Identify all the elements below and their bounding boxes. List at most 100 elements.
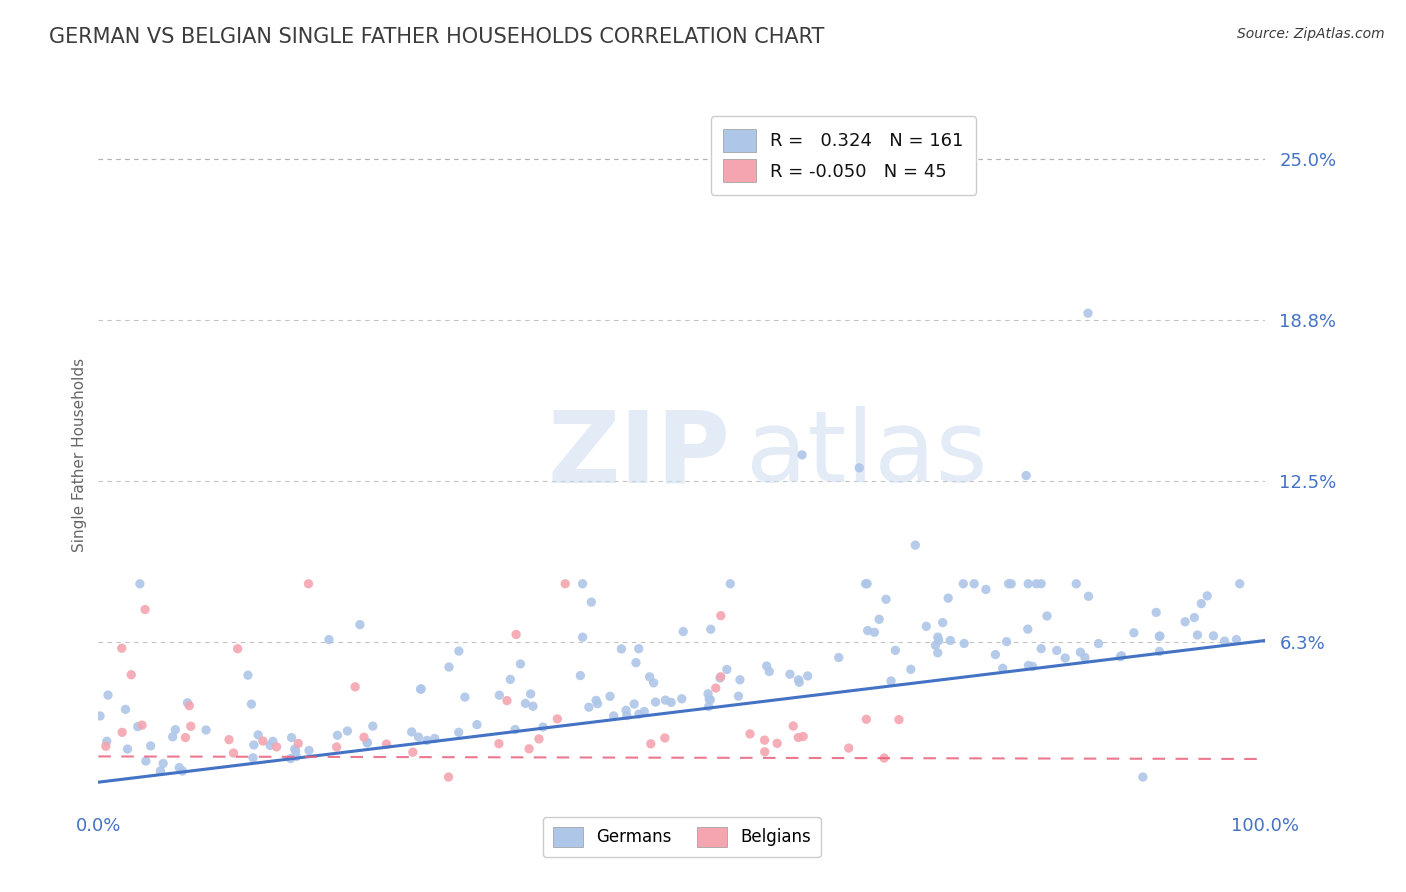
Legend: Germans, Belgians: Germans, Belgians xyxy=(543,817,821,857)
Point xyxy=(1174,615,1197,629)
Point xyxy=(1031,641,1053,656)
Point xyxy=(89,709,111,723)
Point xyxy=(718,576,741,591)
Point xyxy=(195,723,218,737)
Point xyxy=(716,663,738,677)
Point xyxy=(766,736,789,750)
Point xyxy=(963,576,986,591)
Text: ZIP: ZIP xyxy=(548,407,731,503)
Point xyxy=(1054,651,1077,665)
Point xyxy=(928,633,950,648)
Point xyxy=(697,699,720,714)
Point xyxy=(409,682,432,697)
Point xyxy=(527,731,550,746)
Point xyxy=(704,681,727,695)
Point xyxy=(226,641,249,656)
Point xyxy=(627,707,650,722)
Point xyxy=(97,688,120,702)
Point xyxy=(952,576,974,591)
Point xyxy=(644,695,666,709)
Point xyxy=(222,746,245,760)
Point xyxy=(995,634,1018,648)
Point xyxy=(1182,610,1205,624)
Point xyxy=(1025,576,1047,591)
Point xyxy=(1077,306,1099,320)
Point xyxy=(1189,597,1212,611)
Point xyxy=(884,643,907,657)
Point xyxy=(1149,644,1171,658)
Point xyxy=(581,595,603,609)
Point xyxy=(1036,609,1059,624)
Point xyxy=(1144,606,1167,620)
Point xyxy=(1000,576,1022,591)
Point xyxy=(465,717,488,731)
Point xyxy=(356,736,378,750)
Point xyxy=(252,734,274,748)
Point xyxy=(624,656,647,670)
Point xyxy=(578,700,600,714)
Point xyxy=(936,591,959,606)
Point xyxy=(1213,634,1236,648)
Point xyxy=(1046,643,1069,657)
Point xyxy=(165,723,187,737)
Point xyxy=(697,687,720,701)
Point xyxy=(880,673,903,688)
Point xyxy=(176,696,198,710)
Point xyxy=(856,576,879,591)
Point xyxy=(728,673,751,687)
Point xyxy=(259,739,281,753)
Point xyxy=(638,670,661,684)
Point xyxy=(515,697,537,711)
Point xyxy=(488,737,510,751)
Point xyxy=(915,619,938,633)
Point xyxy=(787,675,810,690)
Point xyxy=(710,670,733,684)
Point xyxy=(863,625,886,640)
Point xyxy=(522,699,544,714)
Point xyxy=(1015,468,1038,483)
Point xyxy=(96,734,118,748)
Point xyxy=(887,713,910,727)
Point xyxy=(1122,625,1144,640)
Point xyxy=(991,661,1014,675)
Point xyxy=(1111,648,1133,663)
Point xyxy=(127,720,149,734)
Point xyxy=(411,681,433,696)
Point xyxy=(1087,637,1109,651)
Point xyxy=(128,576,150,591)
Point xyxy=(672,624,695,639)
Point xyxy=(627,641,650,656)
Point xyxy=(709,671,731,685)
Point xyxy=(423,731,446,746)
Point xyxy=(519,687,541,701)
Point xyxy=(284,744,307,758)
Point xyxy=(488,688,510,702)
Point xyxy=(623,697,645,711)
Point xyxy=(546,712,568,726)
Point xyxy=(167,761,190,775)
Point xyxy=(285,749,308,764)
Point xyxy=(974,582,997,597)
Point xyxy=(280,751,302,765)
Point xyxy=(447,725,470,739)
Point xyxy=(654,731,676,745)
Point xyxy=(828,650,851,665)
Point xyxy=(266,739,288,754)
Point xyxy=(353,731,375,745)
Point xyxy=(838,741,860,756)
Point xyxy=(782,719,804,733)
Point xyxy=(172,764,194,778)
Point xyxy=(162,730,184,744)
Point xyxy=(531,720,554,734)
Point xyxy=(1149,629,1171,643)
Point xyxy=(585,693,607,707)
Point xyxy=(344,680,367,694)
Point xyxy=(640,737,662,751)
Point xyxy=(361,719,384,733)
Point xyxy=(735,164,758,178)
Point xyxy=(710,608,733,623)
Point xyxy=(325,739,347,754)
Point xyxy=(336,724,359,739)
Y-axis label: Single Father Households: Single Father Households xyxy=(72,358,87,552)
Point xyxy=(616,708,638,723)
